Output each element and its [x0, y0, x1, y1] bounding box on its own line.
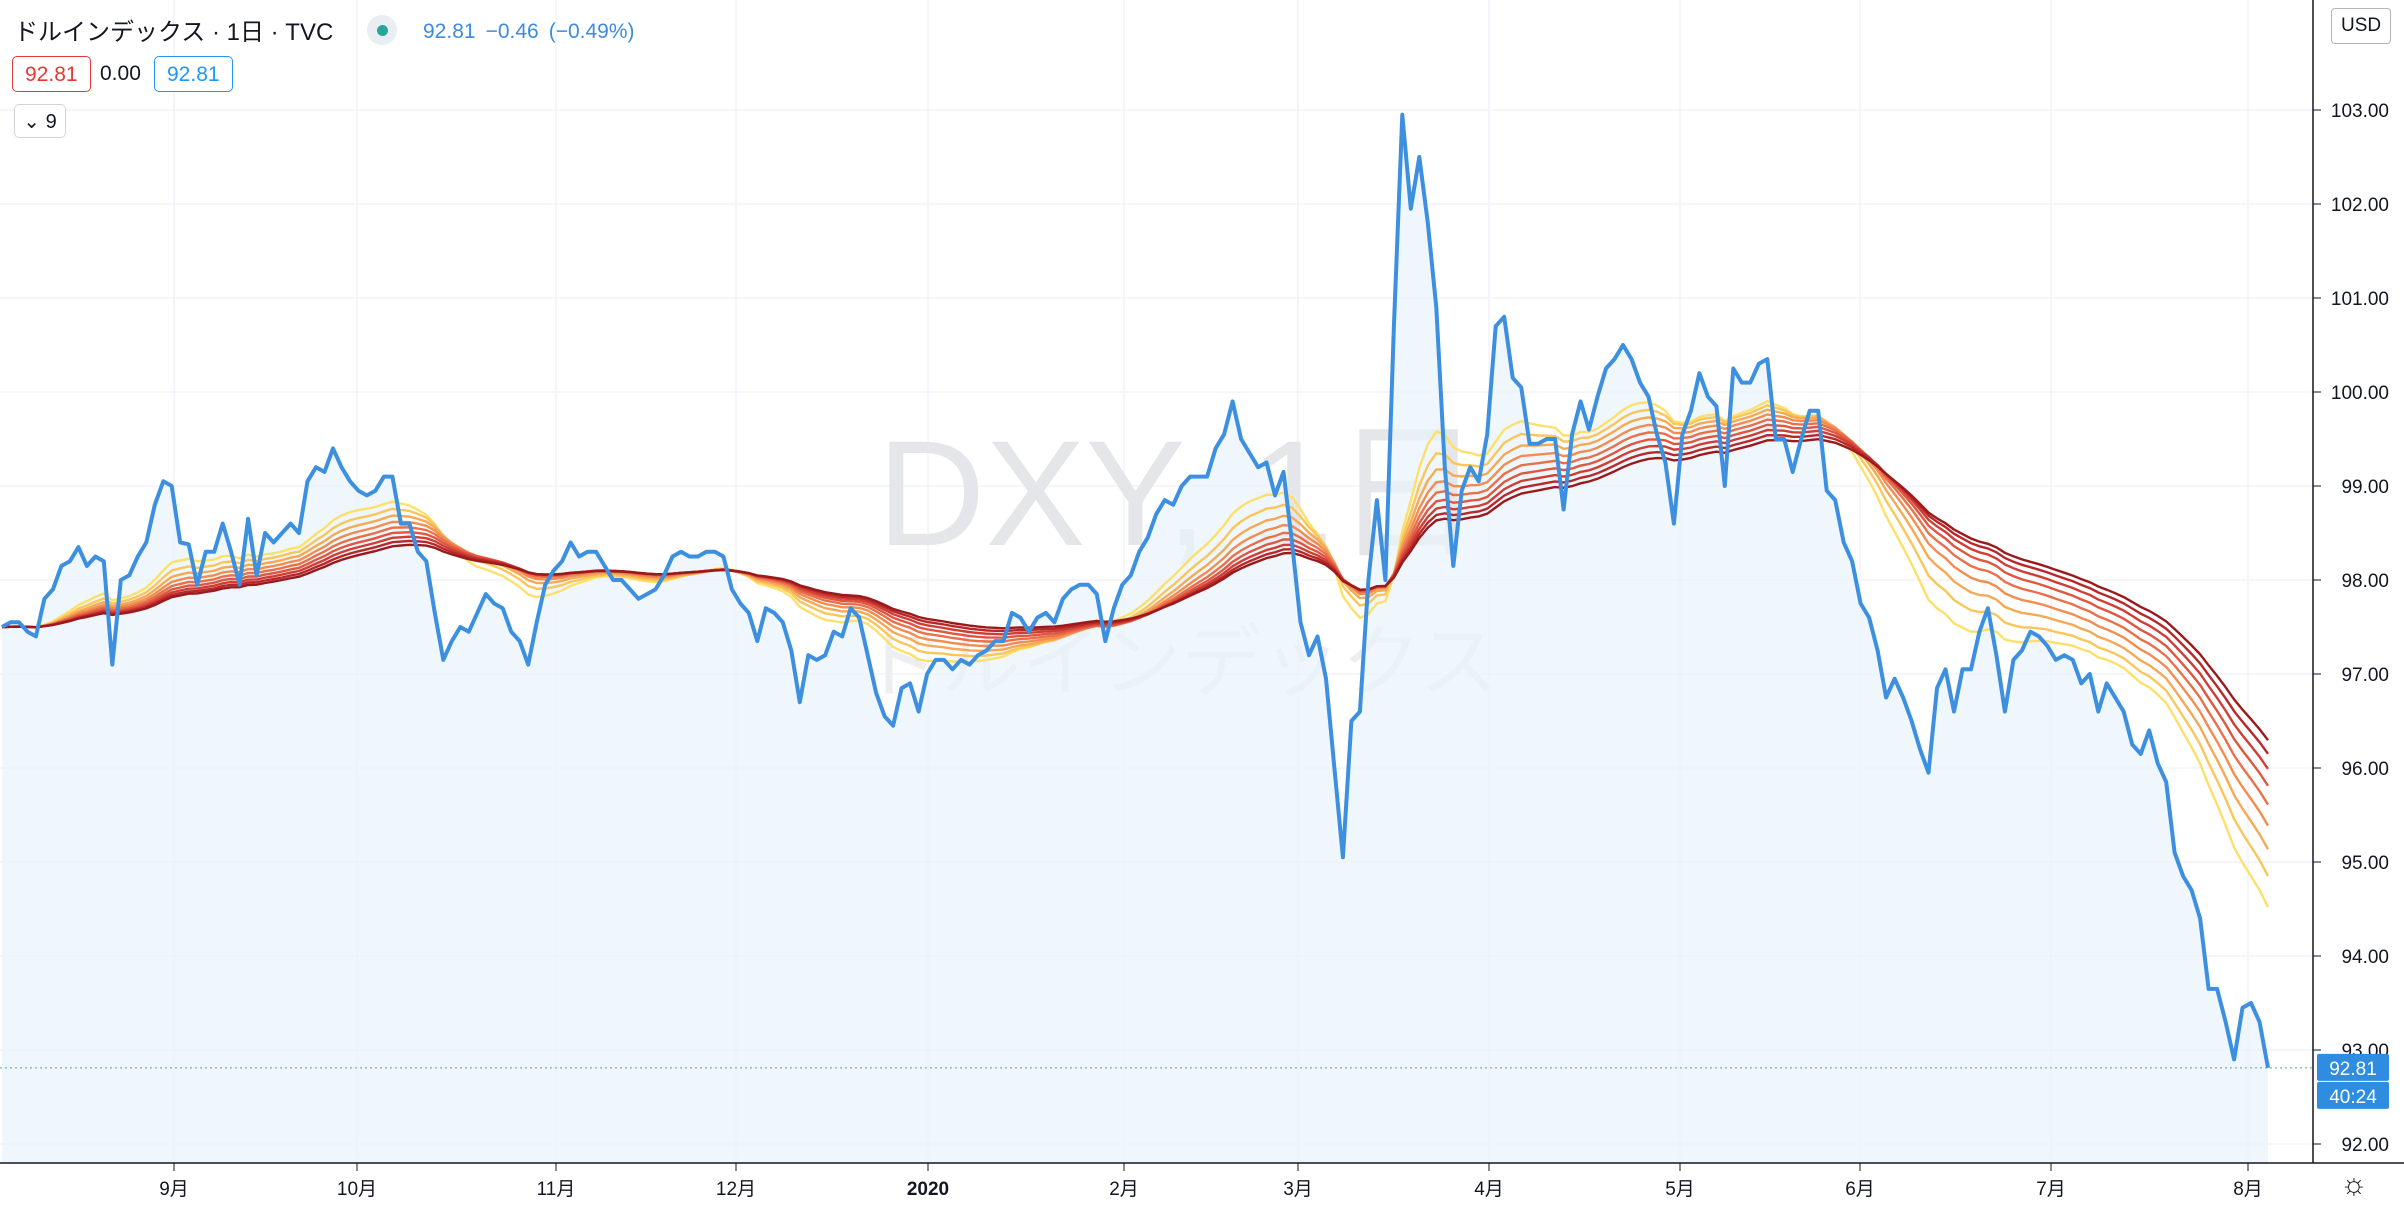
- price-tick-label: 96.00: [2341, 759, 2389, 780]
- last-price: 92.81: [423, 20, 476, 43]
- last-price-tag-label: 92.81: [2329, 1059, 2377, 1080]
- market-status-icon[interactable]: [367, 15, 397, 45]
- quote-values: 92.81 −0.46 (−0.49%): [423, 20, 645, 44]
- price-tick-label: 100.00: [2331, 383, 2389, 404]
- indicators-toggle-button[interactable]: ⌄ 9: [14, 104, 66, 138]
- moving-average-line: [1, 404, 2270, 877]
- time-tick-label: 7月: [2036, 1179, 2066, 1200]
- settings-gear-icon[interactable]: ☼: [2340, 1168, 2368, 1201]
- price-tick-label: 94.00: [2341, 947, 2389, 968]
- time-tick-label: 10月: [337, 1179, 377, 1200]
- price-tick-label: 97.00: [2341, 665, 2389, 686]
- price-line[interactable]: [1, 112, 2270, 1069]
- currency-button[interactable]: USD: [2331, 8, 2392, 44]
- price-axis[interactable]: 92.0093.0094.0095.0096.0097.0098.0099.00…: [2312, 0, 2389, 1163]
- price-change: −0.46: [485, 20, 539, 43]
- price-change-pct: (−0.49%): [548, 20, 635, 43]
- buy-button[interactable]: 92.81: [154, 56, 233, 92]
- price-tick-label: 99.00: [2341, 477, 2389, 498]
- time-tick-label: 6月: [1845, 1179, 1875, 1200]
- moving-average-line: [1, 399, 2270, 908]
- price-tick-label: 95.00: [2341, 853, 2389, 874]
- time-tick-label: 12月: [716, 1179, 756, 1200]
- last-price-tag: [2317, 1053, 2389, 1081]
- time-axis[interactable]: 9月 10月 11月 12月 2020 2月 3月 4月 5月 6月 7月 8月: [0, 1162, 2404, 1200]
- sell-button[interactable]: 92.81: [12, 56, 91, 92]
- price-tags: 92.81 40:24: [2317, 1053, 2389, 1109]
- time-tick-label: 9月: [159, 1179, 189, 1200]
- moving-average-ribbon: [1, 399, 2270, 908]
- price-tick-label: 92.00: [2341, 1135, 2389, 1156]
- chevron-down-icon: ⌄: [23, 111, 41, 133]
- price-tick-label: 101.00: [2331, 289, 2389, 310]
- symbol-title[interactable]: ドルインデックス · 1日 · TVC: [14, 19, 334, 46]
- moving-average-line: [1, 437, 2269, 741]
- countdown-tag: [2317, 1081, 2389, 1109]
- time-tick-label: 2020: [907, 1179, 949, 1200]
- time-tick-label: 5月: [1665, 1179, 1695, 1200]
- price-tick-label: 103.00: [2331, 101, 2389, 122]
- price-tick-label: 98.00: [2341, 571, 2389, 592]
- time-tick-label: 8月: [2233, 1179, 2263, 1200]
- spread-value: 0.00: [100, 62, 141, 85]
- price-tick-label: 102.00: [2331, 195, 2389, 216]
- time-tick-label: 3月: [1283, 1179, 1313, 1200]
- indicator-count: 9: [45, 111, 57, 133]
- countdown-tag-label: 40:24: [2329, 1087, 2377, 1108]
- time-tick-label: 11月: [537, 1179, 576, 1200]
- price-area-fill: [2, 114, 2268, 1164]
- time-tick-label: 4月: [1474, 1179, 1504, 1200]
- time-tick-label: 2月: [1109, 1179, 1139, 1200]
